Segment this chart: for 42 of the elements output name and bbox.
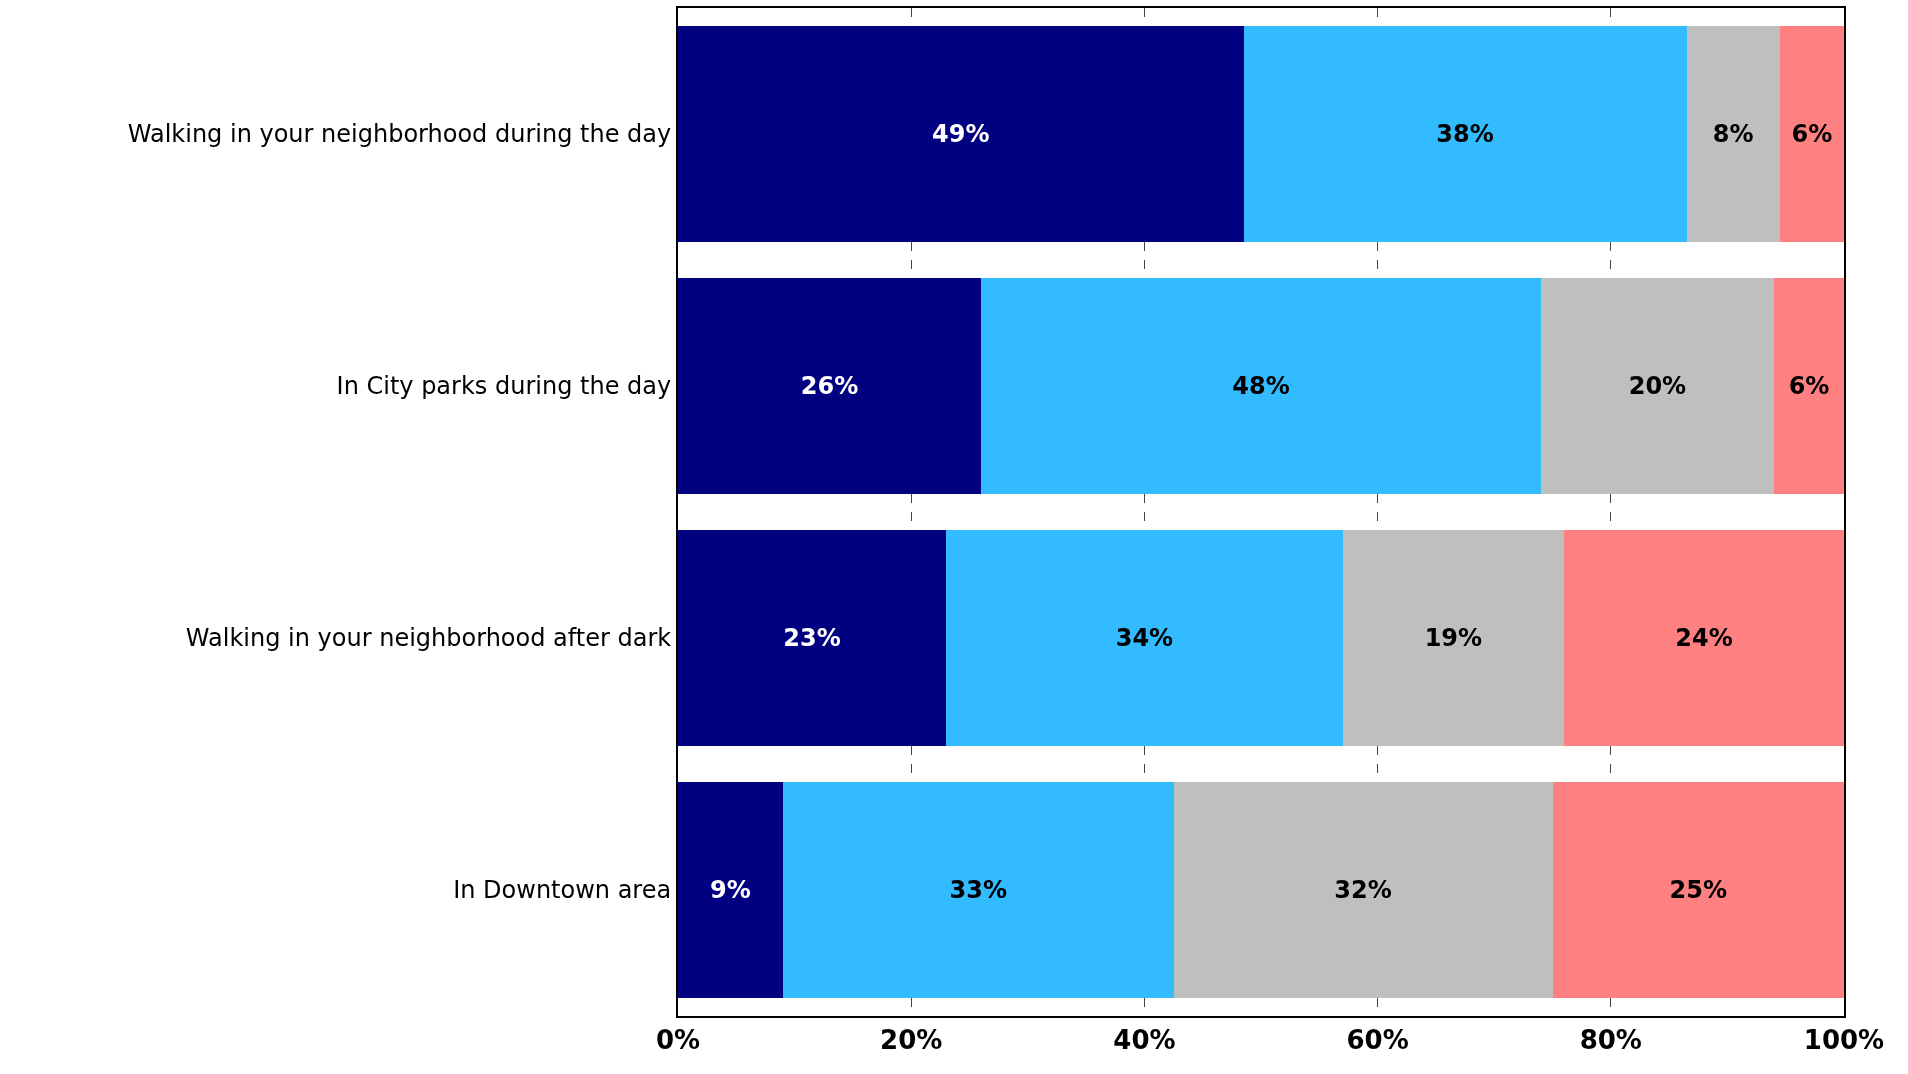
data-label: 49% bbox=[932, 120, 990, 148]
data-label: 34% bbox=[1115, 624, 1174, 652]
bar bbox=[1342, 529, 1565, 747]
bar bbox=[1552, 781, 1844, 999]
x-tick-label: 20% bbox=[880, 1025, 943, 1056]
data-label: 33% bbox=[949, 876, 1007, 904]
data-label: 19% bbox=[1424, 624, 1483, 652]
x-tick-label: 100% bbox=[1803, 1025, 1885, 1056]
data-label: 8% bbox=[1712, 120, 1754, 148]
bar bbox=[1540, 277, 1775, 495]
data-label: 25% bbox=[1669, 876, 1727, 904]
bar bbox=[678, 529, 947, 747]
bar bbox=[782, 781, 1174, 999]
x-tick-label: 80% bbox=[1579, 1025, 1642, 1056]
y-tick-label: In City parks during the day bbox=[336, 372, 672, 401]
bar bbox=[678, 277, 982, 495]
x-tick-label: 40% bbox=[1113, 1025, 1176, 1056]
data-label: 32% bbox=[1334, 876, 1392, 904]
x-tick-label: 60% bbox=[1346, 1025, 1409, 1056]
data-label: 9% bbox=[710, 876, 751, 904]
data-label: 20% bbox=[1628, 372, 1687, 400]
data-label: 38% bbox=[1436, 120, 1494, 148]
data-label: 26% bbox=[800, 372, 859, 400]
bar bbox=[981, 277, 1541, 495]
data-label: 23% bbox=[783, 624, 841, 652]
data-label: 24% bbox=[1675, 624, 1733, 652]
bar bbox=[1173, 781, 1553, 999]
data-label: 48% bbox=[1232, 372, 1290, 400]
bar bbox=[678, 781, 783, 999]
bar bbox=[1774, 277, 1844, 495]
bar bbox=[1779, 25, 1844, 243]
y-tick-label: Walking in your neighborhood after dark bbox=[185, 624, 672, 653]
bar bbox=[946, 529, 1343, 747]
bar bbox=[1686, 25, 1780, 243]
y-tick-label: In Downtown area bbox=[453, 876, 672, 905]
x-tick-label: 0% bbox=[655, 1025, 701, 1056]
y-tick-label: Walking in your neighborhood during the day bbox=[127, 120, 672, 149]
bar bbox=[1243, 25, 1687, 243]
data-label: 6% bbox=[1788, 372, 1830, 400]
bar bbox=[1564, 529, 1844, 747]
bar bbox=[678, 25, 1244, 243]
data-label: 6% bbox=[1791, 120, 1833, 148]
